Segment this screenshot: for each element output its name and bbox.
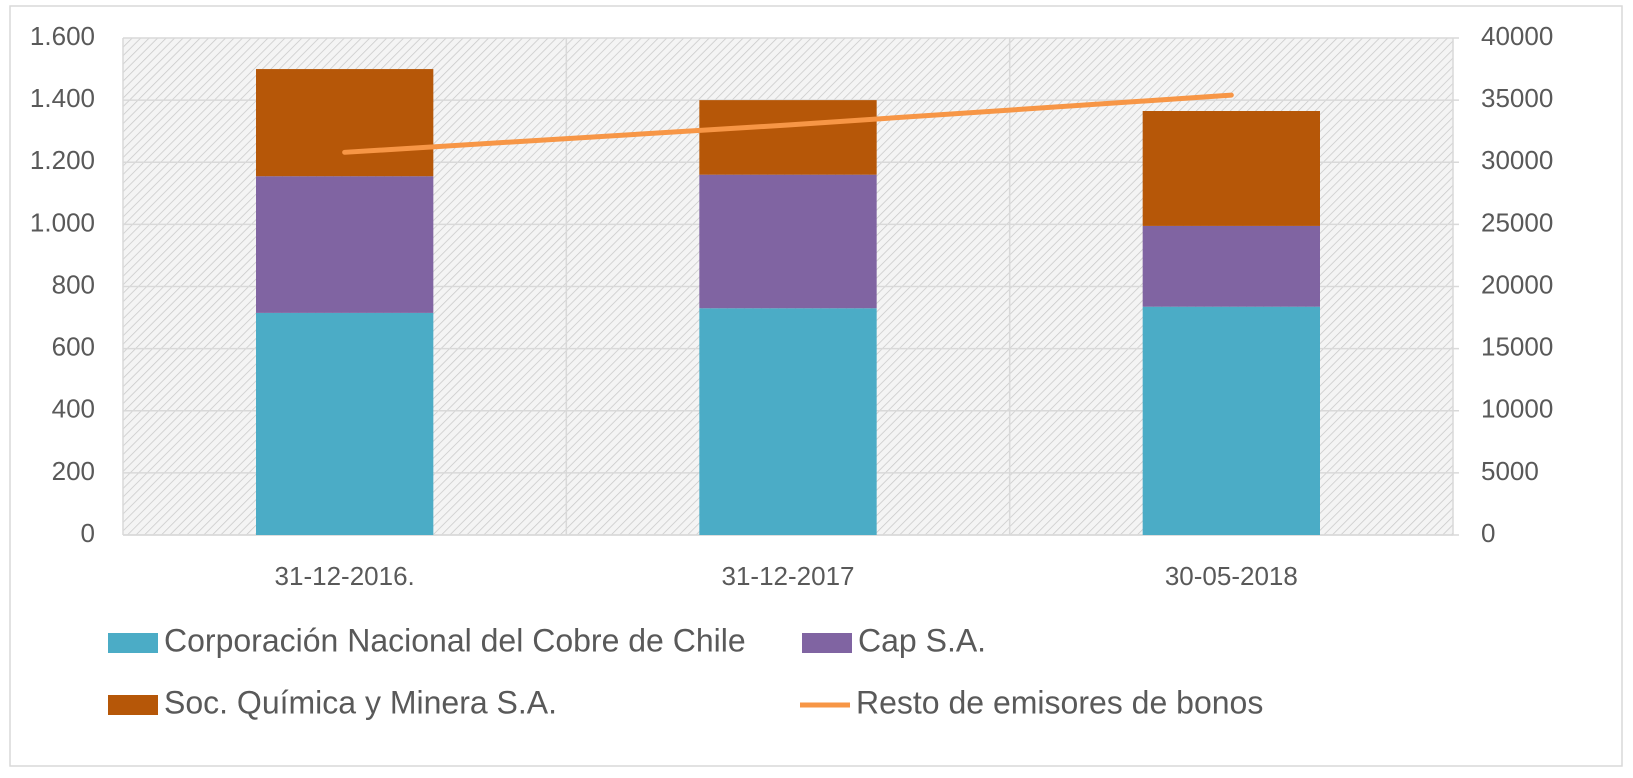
y2-tick-label: 40000 xyxy=(1481,21,1553,51)
legend-label: Cap S.A. xyxy=(858,622,986,658)
y-tick-label: 600 xyxy=(52,332,95,362)
y2-tick-label: 10000 xyxy=(1481,394,1553,424)
bar xyxy=(1142,110,1320,226)
legend-label: Corporación Nacional del Cobre de Chile xyxy=(164,622,746,658)
y-tick-label: 1.200 xyxy=(30,145,95,175)
x-tick-label: 31-12-2016. xyxy=(275,561,415,591)
y-tick-label: 1.400 xyxy=(30,83,95,113)
y-tick-label: 200 xyxy=(52,456,95,486)
y-tick-label: 1.000 xyxy=(30,207,95,237)
x-tick-label: 30-05-2018 xyxy=(1165,561,1298,591)
y2-tick-label: 15000 xyxy=(1481,332,1553,362)
y2-tick-label: 25000 xyxy=(1481,207,1553,237)
y-tick-label: 1.600 xyxy=(30,21,95,51)
x-tick-label: 31-12-2017 xyxy=(722,561,855,591)
bar xyxy=(1142,306,1320,535)
y-tick-label: 800 xyxy=(52,269,95,299)
bar xyxy=(256,69,434,177)
y2-tick-label: 0 xyxy=(1481,518,1495,548)
y2-tick-label: 20000 xyxy=(1481,269,1553,299)
bar xyxy=(699,174,877,309)
bar xyxy=(1142,225,1320,307)
bar xyxy=(256,176,434,313)
bar xyxy=(256,312,434,535)
y2-tick-label: 30000 xyxy=(1481,145,1553,175)
legend-label: Soc. Química y Minera S.A. xyxy=(164,684,557,720)
legend-swatch xyxy=(108,695,158,715)
y2-tick-label: 5000 xyxy=(1481,456,1539,486)
bar xyxy=(699,100,877,175)
legend-swatch xyxy=(802,633,852,653)
y-tick-label: 0 xyxy=(81,518,95,548)
y2-tick-label: 35000 xyxy=(1481,83,1553,113)
bar xyxy=(699,308,877,535)
legend-swatch xyxy=(108,633,158,653)
legend-label: Resto de emisores de bonos xyxy=(856,684,1263,720)
line-series xyxy=(342,92,1234,155)
y-tick-label: 400 xyxy=(52,394,95,424)
